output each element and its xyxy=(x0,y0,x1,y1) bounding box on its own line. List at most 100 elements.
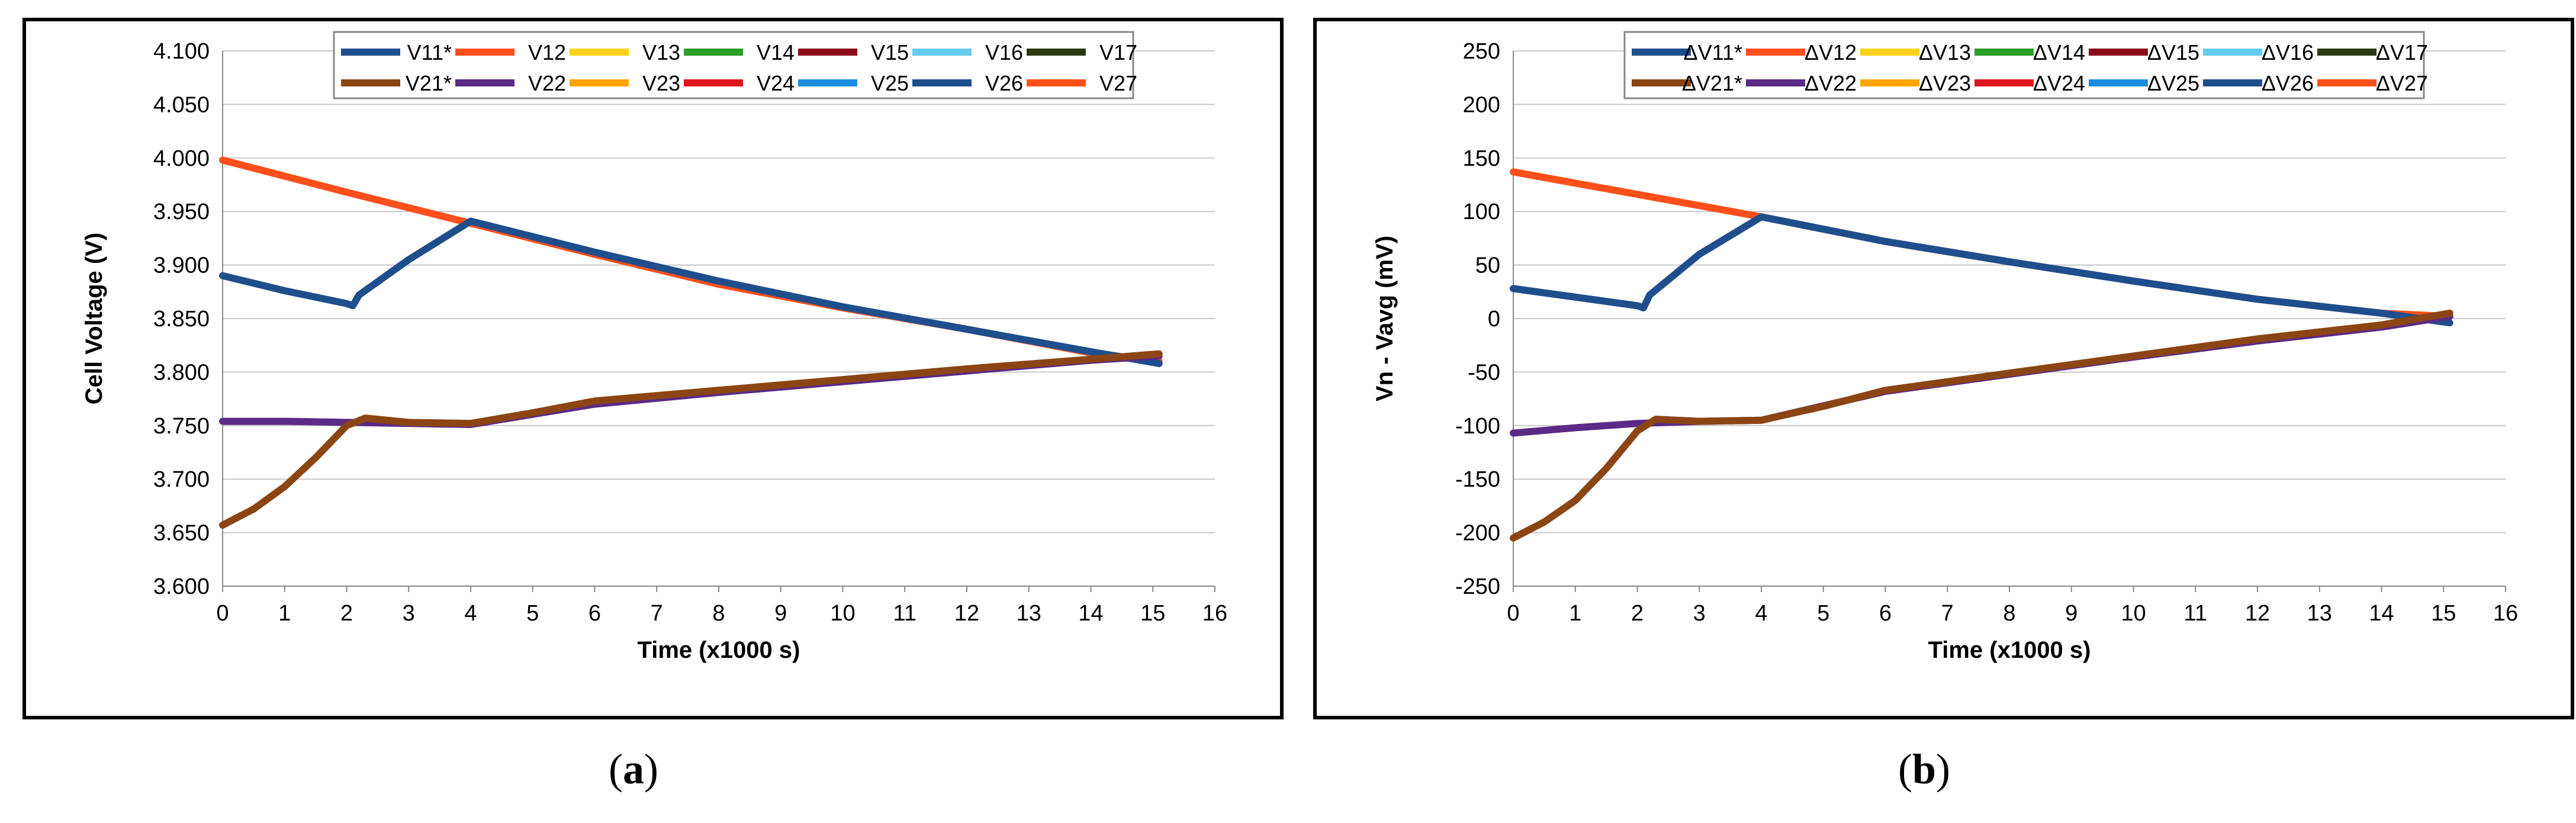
x-tick-label: 11 xyxy=(893,601,916,626)
y-tick-label: 200 xyxy=(1463,92,1500,117)
x-tick-label: 3 xyxy=(1693,601,1706,626)
y-tick-label: 3.850 xyxy=(153,307,210,332)
y-axis-label: Cell Voltage (V) xyxy=(81,233,107,404)
series-line xyxy=(1510,309,2453,542)
x-tick-label: 8 xyxy=(712,601,725,626)
x-tick-label: 14 xyxy=(2369,601,2394,626)
y-tick-label: 3.700 xyxy=(153,467,210,492)
chart-a-svg: 3.600 3.650 3.700 3.750 3.800 3.850 3.900 3.950… xyxy=(81,31,1227,663)
legend-label: ΔV23 xyxy=(1919,71,1971,95)
x-tick-label: 6 xyxy=(588,601,601,626)
y-tick-label: 3.800 xyxy=(153,360,210,385)
y-tick-label: -50 xyxy=(1468,360,1500,385)
x-tick-label: 7 xyxy=(651,601,663,626)
series-line xyxy=(219,350,1163,529)
legend-label: ΔV17 xyxy=(2376,40,2428,65)
legend-label: V22 xyxy=(528,71,566,95)
y-tick-label: -100 xyxy=(1455,414,1500,439)
y-tick-label: 250 xyxy=(1463,39,1500,64)
x-tick-label: 1 xyxy=(1569,601,1581,626)
series-line xyxy=(219,217,1163,367)
x-tick-label: 10 xyxy=(2121,601,2146,626)
x-tick-label: 13 xyxy=(1017,601,1041,626)
legend-label: V27 xyxy=(1099,71,1137,95)
y-tick-label: 3.650 xyxy=(153,521,210,546)
y-tick-label: 3.750 xyxy=(153,414,210,439)
legend-box xyxy=(333,31,1134,99)
y-tick-label: -250 xyxy=(1455,574,1500,599)
legend-label: V21* xyxy=(406,71,452,95)
y-tick-label: 4.100 xyxy=(153,39,210,64)
x-tick-label: 5 xyxy=(526,601,539,626)
legend-label: V13 xyxy=(642,40,680,65)
chart-panel-a: 3.600 3.650 3.700 3.750 3.800 3.850 3.900 3.950… xyxy=(22,18,1284,719)
y-tick-label: -200 xyxy=(1455,521,1500,546)
x-tick-label: 15 xyxy=(2431,601,2456,626)
legend-label: V15 xyxy=(871,40,909,65)
chart-panel-b: -250 -200 -150 -100 -50 0 50 100 150 200 250 0 1 2 3 4 5… xyxy=(1313,18,2574,719)
x-tick-label: 0 xyxy=(1507,601,1519,626)
caption-a: (a) xyxy=(609,745,658,793)
x-tick-label: 13 xyxy=(2307,601,2332,626)
x-tick-label: 15 xyxy=(1140,601,1165,626)
legend-label: V24 xyxy=(757,71,795,95)
series-line xyxy=(219,156,1163,365)
x-axis-label: Time (x1000 s) xyxy=(1928,637,2091,663)
y-tick-label: -150 xyxy=(1455,467,1500,492)
x-tick-label: 14 xyxy=(1078,601,1103,626)
x-axis-label: Time (x1000 s) xyxy=(638,637,800,663)
legend-label: ΔV24 xyxy=(2033,71,2085,95)
y-tick-label: 100 xyxy=(1463,200,1500,224)
x-tick-label: 9 xyxy=(2065,601,2077,626)
y-tick-label: 3.900 xyxy=(153,253,210,278)
x-tick-label: 6 xyxy=(1879,601,1892,626)
legend-label: ΔV16 xyxy=(2262,40,2314,65)
x-tick-label: 4 xyxy=(464,601,477,626)
series-line xyxy=(1510,213,2453,327)
legend-label: V14 xyxy=(757,40,795,65)
y-axis-label: Vn - Vavg (mV) xyxy=(1372,236,1398,401)
x-tick-label: 2 xyxy=(340,601,353,626)
legend-label: ΔV26 xyxy=(2262,71,2314,95)
legend-label: ΔV14 xyxy=(2033,40,2085,65)
legend-box xyxy=(1623,31,2425,99)
x-tick-label: 11 xyxy=(2184,601,2207,626)
legend-label: V26 xyxy=(985,71,1023,95)
legend-label: V25 xyxy=(871,71,909,95)
legend-label: V17 xyxy=(1099,40,1137,65)
y-tick-label: 0 xyxy=(1488,307,1500,332)
x-tick-label: 8 xyxy=(2003,601,2015,626)
legend-label: ΔV12 xyxy=(1805,40,1857,65)
x-tick-label: 16 xyxy=(2493,601,2518,626)
x-tick-label: 12 xyxy=(954,601,979,626)
y-tick-label: 50 xyxy=(1475,253,1500,278)
caption-b: (b) xyxy=(1898,745,1950,793)
y-tick-label: 150 xyxy=(1463,146,1500,171)
legend-label: ΔV22 xyxy=(1805,71,1857,95)
x-tick-label: 1 xyxy=(278,601,291,626)
x-tick-label: 3 xyxy=(403,601,415,626)
x-tick-label: 2 xyxy=(1631,601,1644,626)
x-tick-label: 10 xyxy=(830,601,855,626)
legend-label: V12 xyxy=(528,40,566,65)
x-tick-label: 9 xyxy=(774,601,787,626)
legend-label: ΔV15 xyxy=(2147,40,2199,65)
x-tick-label: 0 xyxy=(216,601,229,626)
x-tick-label: 12 xyxy=(2245,601,2270,626)
legend-label: ΔV11* xyxy=(1684,40,1742,65)
x-tick-label: 16 xyxy=(1202,601,1227,626)
legend-label: V11* xyxy=(407,40,452,65)
y-tick-label: 4.000 xyxy=(153,146,210,171)
x-tick-label: 7 xyxy=(1941,601,1954,626)
legend-label: ΔV13 xyxy=(1919,40,1971,65)
legend-label: V16 xyxy=(985,40,1023,65)
y-tick-label: 4.050 xyxy=(153,92,210,117)
legend-label: ΔV25 xyxy=(2147,71,2199,95)
x-tick-label: 4 xyxy=(1755,601,1767,626)
y-tick-label: 3.950 xyxy=(153,200,210,224)
x-tick-label: 5 xyxy=(1817,601,1829,626)
y-tick-label: 3.600 xyxy=(153,574,210,599)
legend-label: ΔV27 xyxy=(2376,71,2428,95)
legend-label: ΔV21* xyxy=(1682,71,1742,95)
